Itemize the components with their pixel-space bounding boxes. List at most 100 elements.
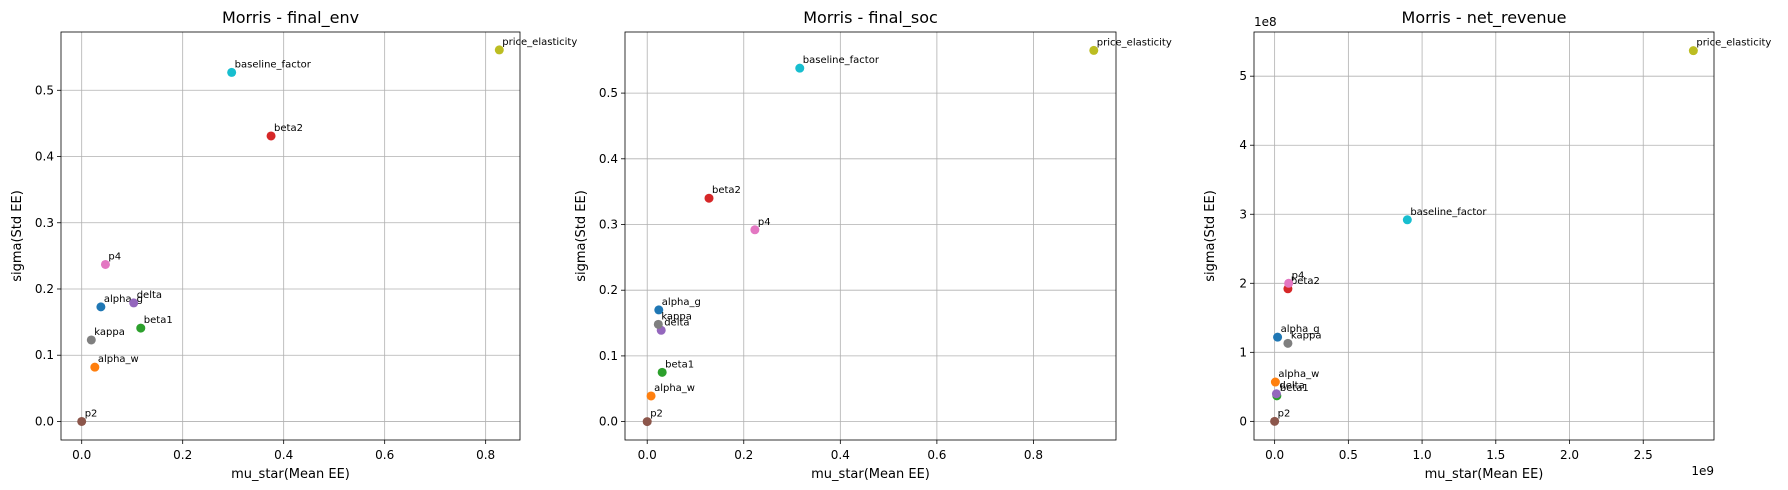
- data-point-beta2: [266, 131, 276, 141]
- y-tick-label: 0.3: [35, 216, 54, 230]
- data-point-p2: [77, 416, 87, 426]
- chart-2: 0.0 0.2 0.4 0.6 0.8 0.0 0.1 0.2 0.3 0.4 0.5 Morris …: [574, 8, 1172, 482]
- point-label-delta: delta: [664, 317, 689, 328]
- point-label-price_elasticity: price_elasticity: [1097, 37, 1172, 48]
- y-tick-label: 0.1: [35, 348, 54, 362]
- x-tick-label: 2.0: [1560, 448, 1579, 462]
- point-label-alpha_g: alpha_g: [1281, 324, 1320, 335]
- x-tick-label: 0.6: [375, 448, 394, 462]
- point-label-p2: p2: [85, 408, 98, 419]
- y-axis-label: sigma(Std EE): [574, 190, 589, 282]
- chart-title: Morris - final_env: [222, 8, 359, 28]
- data-point-baseline_factor: [1402, 215, 1412, 225]
- data-point-alpha_g: [96, 302, 106, 312]
- point-label-p2: p2: [1278, 408, 1291, 419]
- x-tick-label: 0.5: [1339, 448, 1358, 462]
- y-axis-label: sigma(Std EE): [10, 190, 25, 282]
- x-tick-label: 0.6: [927, 448, 946, 462]
- y-offset-label: 1e8: [1254, 15, 1277, 29]
- data-point-p4: [750, 225, 760, 235]
- x-tick-label: 0.4: [274, 448, 293, 462]
- data-point-p2: [1270, 416, 1280, 426]
- point-label-baseline_factor: baseline_factor: [803, 55, 880, 66]
- plot-frame: [1253, 31, 1715, 441]
- x-tick-label: 0.8: [476, 448, 495, 462]
- x-tick-label: 0.2: [734, 448, 753, 462]
- x-tick-label: 0.0: [1265, 448, 1284, 462]
- point-label-alpha_g: alpha_g: [104, 294, 143, 305]
- data-point-delta: [1271, 389, 1281, 399]
- point-label-beta2: beta2: [274, 123, 303, 134]
- y-axis-label: sigma(Std EE): [1203, 190, 1218, 282]
- y-tick-label: 0.0: [599, 415, 618, 429]
- y-tick-label: 0.0: [35, 414, 54, 428]
- data-point-baseline_factor: [795, 63, 805, 73]
- data-point-p4: [1284, 278, 1294, 288]
- point-label-price_elasticity: price_elasticity: [1696, 38, 1771, 49]
- point-label-p4: p4: [758, 217, 771, 228]
- data-point-alpha_w: [90, 362, 100, 372]
- y-tick-label: 0.1: [599, 349, 618, 363]
- data-point-alpha_w: [646, 391, 656, 401]
- plot-frame: [624, 31, 1117, 441]
- x-axis-label: mu_star(Mean EE): [1425, 467, 1544, 482]
- y-tick-label: 0.4: [35, 150, 54, 164]
- point-label-alpha_g: alpha_g: [662, 297, 701, 308]
- plot-frame: [60, 31, 521, 441]
- point-label-beta1: beta1: [665, 359, 694, 370]
- point-label-p4: p4: [1292, 270, 1305, 281]
- x-tick-label: 2.5: [1634, 448, 1653, 462]
- chart-title: Morris - net_revenue: [1402, 8, 1567, 28]
- point-label-price_elasticity: price_elasticity: [502, 37, 577, 48]
- data-point-baseline_factor: [227, 67, 237, 77]
- y-tick-label: 0.5: [599, 86, 618, 100]
- point-label-baseline_factor: baseline_factor: [235, 59, 312, 70]
- data-point-p4: [100, 259, 110, 269]
- data-point-alpha_g: [654, 305, 664, 315]
- data-point-beta1: [136, 323, 146, 333]
- x-axis-label: mu_star(Mean EE): [811, 467, 930, 482]
- point-label-kappa: kappa: [94, 327, 125, 338]
- point-label-beta1: beta1: [1280, 383, 1309, 394]
- data-point-p2: [642, 417, 652, 427]
- y-tick-label: 4: [1239, 138, 1247, 152]
- data-point-kappa: [86, 335, 96, 345]
- x-axis-label: mu_star(Mean EE): [231, 467, 350, 482]
- x-tick-label: 0.2: [173, 448, 192, 462]
- y-tick-label: 0: [1239, 414, 1247, 428]
- point-label-delta: delta: [137, 290, 162, 301]
- x-tick-label: 0.0: [72, 448, 91, 462]
- data-point-beta1: [657, 367, 667, 377]
- point-label-alpha_w: alpha_w: [98, 354, 139, 365]
- y-tick-label: 0.5: [35, 83, 54, 97]
- point-label-beta1: beta1: [144, 315, 173, 326]
- point-label-beta2: beta2: [1291, 276, 1320, 287]
- point-label-beta2: beta2: [712, 185, 741, 196]
- data-point-price_elasticity: [494, 45, 504, 55]
- data-point-alpha_g: [1273, 332, 1283, 342]
- data-point-price_elasticity: [1688, 46, 1698, 56]
- data-point-kappa: [653, 319, 663, 329]
- y-tick-label: 2: [1239, 276, 1247, 290]
- point-label-p4: p4: [108, 251, 121, 262]
- x-tick-label: 0.0: [638, 448, 657, 462]
- data-point-alpha_w: [1270, 377, 1280, 387]
- x-tick-label: 1.5: [1486, 448, 1505, 462]
- data-point-delta: [129, 298, 139, 308]
- x-tick-label: 1.0: [1413, 448, 1432, 462]
- y-tick-label: 0.2: [599, 283, 618, 297]
- point-label-kappa: kappa: [1291, 330, 1322, 341]
- y-tick-label: 0.2: [35, 282, 54, 296]
- x-offset-label: 1e9: [1691, 464, 1714, 478]
- x-tick-label: 0.4: [831, 448, 850, 462]
- y-tick-label: 0.4: [599, 152, 618, 166]
- chart-title: Morris - final_soc: [803, 8, 938, 28]
- y-tick-label: 3: [1239, 207, 1247, 221]
- y-tick-label: 0.3: [599, 218, 618, 232]
- point-label-p2: p2: [650, 409, 663, 420]
- data-point-kappa: [1283, 338, 1293, 348]
- data-point-beta2: [704, 193, 714, 203]
- point-label-kappa: kappa: [661, 311, 692, 322]
- chart-3: 0.0 0.5 1.0 1.5 2.0 2.5 0 1 2 3 4 5 1e8 1e9 Morris - n…: [1203, 8, 1771, 482]
